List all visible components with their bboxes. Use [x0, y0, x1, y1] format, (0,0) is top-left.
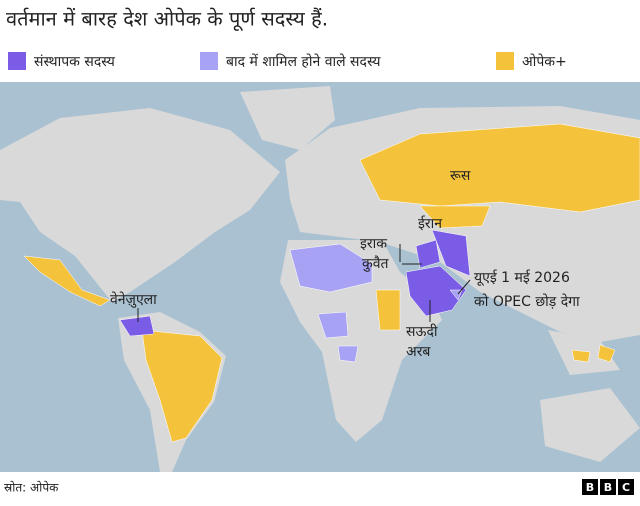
country — [337, 345, 359, 363]
country-label: कुवैत — [362, 255, 390, 272]
country-label: रूस — [450, 168, 471, 184]
country-label: वेनेज़ुएला — [110, 291, 157, 308]
country-label: को OPEC छोड़ देगा — [474, 293, 580, 310]
logo-letter: B — [586, 481, 594, 494]
country — [571, 349, 591, 363]
country — [375, 289, 401, 331]
country — [23, 255, 111, 307]
logo-letter: C — [622, 481, 630, 494]
country-label: यूएई 1 मई 2026 — [474, 269, 570, 286]
country — [597, 344, 616, 363]
country — [289, 243, 373, 293]
country — [317, 311, 349, 339]
country — [119, 315, 155, 337]
country-label: सऊदी — [406, 323, 438, 340]
country-label: ईरान — [418, 215, 442, 232]
country — [419, 205, 491, 229]
country-shapes — [23, 123, 640, 443]
country — [359, 123, 640, 213]
leader-line — [457, 279, 471, 295]
logo-box — [582, 479, 598, 495]
country-label: अरब — [406, 344, 431, 360]
legend-label: बाद में शामिल होने वाले सदस्य — [226, 53, 381, 70]
country — [415, 239, 441, 269]
legend-label: ओपेक+ — [522, 53, 567, 70]
title: वर्तमान में बारह देश ओपेक के पूर्ण सदस्य… — [6, 7, 328, 32]
country — [405, 265, 467, 317]
source: स्रोत: ओपेक — [4, 481, 59, 495]
logo-box — [618, 479, 634, 495]
country — [431, 229, 471, 277]
legend-swatch — [8, 52, 26, 70]
logo-box — [600, 479, 616, 495]
logo-letter: B — [604, 481, 612, 494]
country-label: इराक — [360, 236, 387, 252]
legend-label: संस्थापक सदस्य — [34, 54, 116, 70]
legend-swatch — [496, 52, 514, 70]
legend-swatch — [200, 52, 218, 70]
country — [141, 329, 223, 443]
